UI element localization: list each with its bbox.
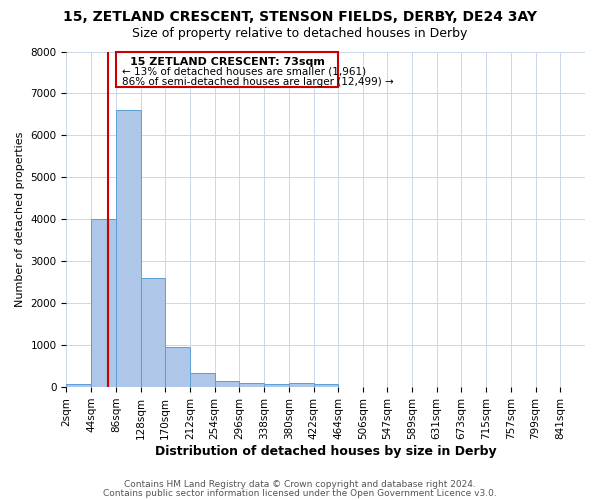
Bar	[239, 383, 264, 387]
Text: 86% of semi-detached houses are larger (12,499) →: 86% of semi-detached houses are larger (…	[122, 77, 394, 87]
Bar	[116, 110, 140, 387]
Text: Contains public sector information licensed under the Open Government Licence v3: Contains public sector information licen…	[103, 489, 497, 498]
Bar	[67, 384, 91, 387]
Bar	[215, 381, 239, 387]
Bar	[116, 52, 338, 87]
Text: ← 13% of detached houses are smaller (1,961): ← 13% of detached houses are smaller (1,…	[122, 66, 366, 76]
Y-axis label: Number of detached properties: Number of detached properties	[15, 132, 25, 307]
Bar	[264, 384, 289, 387]
Bar	[91, 220, 116, 387]
Text: 15 ZETLAND CRESCENT: 73sqm: 15 ZETLAND CRESCENT: 73sqm	[130, 56, 325, 66]
Bar	[140, 278, 165, 387]
Text: Size of property relative to detached houses in Derby: Size of property relative to detached ho…	[133, 28, 467, 40]
Text: 15, ZETLAND CRESCENT, STENSON FIELDS, DERBY, DE24 3AY: 15, ZETLAND CRESCENT, STENSON FIELDS, DE…	[63, 10, 537, 24]
X-axis label: Distribution of detached houses by size in Derby: Distribution of detached houses by size …	[155, 444, 497, 458]
Bar	[165, 347, 190, 387]
Bar	[289, 383, 314, 387]
Text: Contains HM Land Registry data © Crown copyright and database right 2024.: Contains HM Land Registry data © Crown c…	[124, 480, 476, 489]
Bar	[314, 384, 338, 387]
Bar	[190, 374, 215, 387]
